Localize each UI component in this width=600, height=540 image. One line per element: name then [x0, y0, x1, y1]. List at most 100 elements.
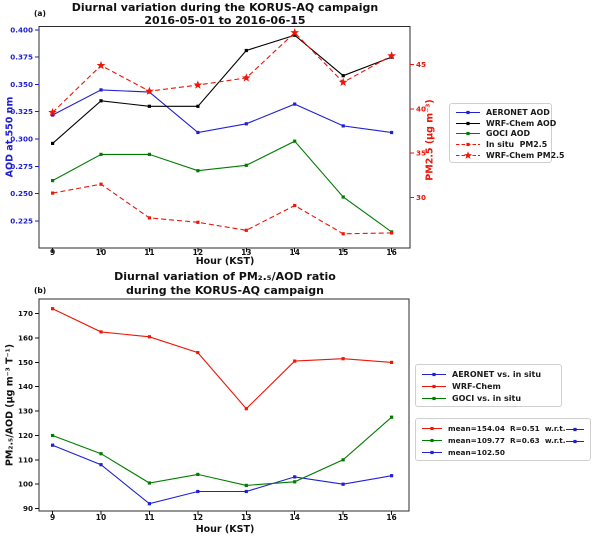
legend-item-label: WRF-Chem AOD [486, 118, 557, 128]
point-marker [244, 122, 248, 126]
legend-item-label: GOCI AOD [486, 129, 531, 139]
y-tick-label: 0.300 [10, 135, 33, 144]
star-marker [241, 73, 251, 82]
series-line [52, 89, 392, 134]
panel-a-label: (a) [34, 9, 46, 18]
point-marker [390, 231, 394, 235]
point-marker [293, 475, 297, 479]
legend-item: GOCI AOD [455, 129, 546, 140]
y-tick-label: 0.275 [10, 162, 33, 171]
panel-a-xaxis-label: Hour (KST) [195, 256, 255, 267]
point-marker [196, 169, 200, 173]
x-tick-label: 11 [144, 513, 154, 522]
y-tick-label: 0.350 [10, 80, 33, 89]
series-aeronet-vs-in-situ [51, 443, 394, 506]
legend-sample-square-icon [422, 438, 442, 442]
point-marker [51, 307, 55, 311]
point-marker [196, 351, 200, 355]
point-marker [147, 216, 151, 220]
panel-b-xaxis-label: Hour (KST) [195, 524, 255, 535]
star-marker [48, 107, 57, 117]
legend-item-label: In situ PM2.5 [486, 140, 548, 150]
panel-a-yaxis-right-label: PM2.5 (µg m⁻³) [424, 99, 436, 181]
x-tick-label: 13 [241, 248, 251, 257]
legend-item-label: AERONET vs. in situ [452, 369, 542, 379]
panel-a-plot: 0.225 0.250 0.275 0.300 0.325 0.350 0.375 0.400… [10, 25, 426, 257]
point-marker [244, 483, 248, 487]
panel-b-label: (b) [34, 286, 47, 295]
legend-item-label: AERONET AOD [486, 107, 550, 117]
series-goci-aod [51, 139, 394, 234]
legend-sample-square-icon [422, 426, 442, 430]
legend-item: WRF-Chem PM2.5 [455, 150, 565, 161]
x-tick-label: 16 [386, 248, 396, 257]
panel-a-subtitle: 2016-05-01 to 2016-06-15 [144, 14, 306, 27]
y-tick-label: 170 [18, 309, 33, 318]
star-marker [387, 51, 396, 60]
star-marker [290, 28, 300, 37]
series-line [52, 140, 392, 233]
panel-a-title: Diurnal variation during the KORUS-AQ ca… [71, 1, 379, 14]
legend-item-label: mean=109.77 R=0.63 w.r.t. [448, 435, 566, 445]
panel-b-title: Diurnal variation of PM₂.₅/AOD ratio [114, 270, 336, 283]
legend-sample-square-icon [422, 450, 442, 454]
series-line [52, 183, 392, 235]
legend-sample-square-icon [566, 439, 585, 443]
series-wrf-chem-aod [51, 33, 394, 145]
x-tick-label: 12 [193, 248, 203, 257]
point-marker [293, 203, 297, 208]
point-marker [293, 33, 297, 37]
series-line [52, 31, 392, 113]
y-tick-label: 0.250 [10, 189, 33, 198]
point-marker [196, 220, 200, 224]
point-marker [293, 102, 297, 106]
x-tick-label: 10 [96, 248, 106, 257]
point-marker [390, 360, 394, 364]
legend-item: In situ PM2.5 [455, 139, 548, 150]
panel-a-yaxis-left-label: AOD at 550 nm [4, 96, 16, 178]
point-marker [341, 124, 345, 128]
x-tick-label: 15 [338, 513, 348, 522]
point-marker [99, 452, 103, 456]
series-goci-vs-in-situ [51, 415, 394, 487]
point-marker [147, 152, 151, 156]
x-tick-label: 16 [386, 513, 396, 522]
legend-sample-square-icon [456, 121, 480, 125]
point-marker [341, 357, 345, 361]
point-marker [341, 232, 345, 236]
wrt-reference-icon [565, 431, 585, 450]
legend-item: mean=109.77 R=0.63 w.r.t. [421, 434, 585, 446]
point-marker [99, 152, 103, 156]
point-marker [51, 179, 55, 183]
point-marker [147, 502, 151, 506]
point-marker [244, 163, 248, 167]
point-marker [341, 74, 345, 78]
legend-item-label: mean=102.50 [448, 447, 505, 457]
point-marker [341, 482, 345, 486]
point-marker [147, 104, 151, 108]
series-line [52, 444, 392, 505]
y-tick-label: 0.325 [10, 107, 33, 116]
series-aeronet-aod [51, 88, 394, 135]
star-marker [96, 60, 106, 70]
legend-sample-square-icon [456, 132, 480, 136]
legend-sample-square-icon [422, 384, 446, 388]
x-tick-label: 9 [50, 248, 55, 257]
panel-b-yaxis-label: PM₂.₅/AOD (µg m⁻³ T⁻¹) [4, 343, 16, 467]
panel-b-plot: 90 100 110 120 130 140 150 160 170 9 10 11 12 13 14 15 1… [18, 298, 410, 522]
legend-item-label: WRF-Chem [452, 381, 501, 391]
y-tick-label: 160 [18, 333, 33, 342]
legend-item-label: GOCI vs. in situ [452, 393, 522, 403]
y-tick-label: 150 [18, 358, 33, 367]
point-marker [99, 182, 103, 186]
legend-sample-square-icon [566, 427, 585, 431]
y-tick-label: 0.375 [10, 53, 33, 62]
series-wrf-chem [51, 307, 394, 411]
y-tick-label: 140 [18, 382, 33, 391]
point-marker [244, 48, 248, 53]
point-marker [196, 104, 200, 108]
point-marker [51, 191, 55, 195]
y-tick-label: 0.225 [10, 217, 33, 226]
legend-sample-square-icon [456, 143, 480, 147]
legend-sample-star-icon [456, 151, 480, 159]
